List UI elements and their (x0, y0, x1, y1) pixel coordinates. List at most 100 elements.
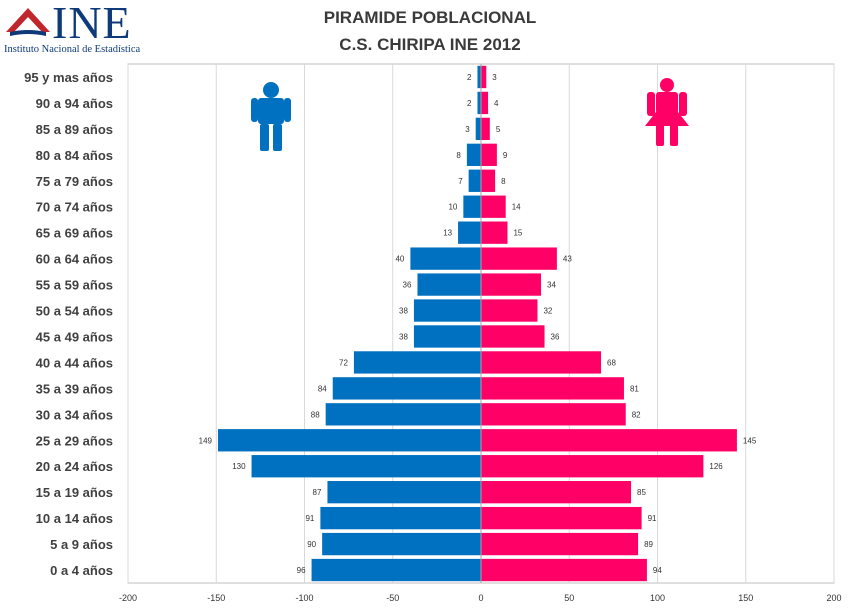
female-data-label: 3 (492, 73, 497, 82)
category-label: 55 a 59 años (36, 278, 113, 293)
female-data-label: 94 (653, 566, 662, 575)
female-data-label: 126 (709, 462, 723, 471)
male-data-label: 91 (305, 514, 314, 523)
female-bar (481, 221, 508, 244)
female-bar (481, 558, 647, 582)
x-tick-label: -150 (207, 593, 225, 603)
female-bar (481, 143, 497, 166)
male-bar (417, 273, 481, 296)
female-bar (481, 429, 737, 452)
x-tick-label: -200 (119, 593, 137, 603)
ine-logo: INE Instituto Nacional de Estadística (4, 0, 154, 58)
female-data-label: 145 (743, 436, 757, 445)
male-bar (413, 325, 481, 348)
male-bar (320, 506, 481, 530)
male-data-label: 38 (399, 332, 408, 341)
category-label: 15 a 19 años (36, 485, 113, 500)
male-data-label: 36 (403, 281, 412, 290)
male-bar (251, 455, 481, 478)
male-data-label: 149 (199, 436, 213, 445)
female-data-label: 43 (563, 255, 572, 264)
category-label: 5 a 9 años (50, 537, 113, 552)
x-tick-label: 200 (826, 593, 841, 603)
category-label: 65 a 69 años (36, 226, 113, 241)
female-data-label: 68 (607, 358, 616, 367)
female-bar (481, 481, 632, 504)
male-data-label: 8 (456, 151, 461, 160)
female-bar (481, 195, 506, 218)
category-label: 70 a 74 años (36, 200, 113, 215)
x-tick-label: 100 (650, 593, 665, 603)
category-label: 80 a 84 años (36, 148, 113, 163)
female-bar (481, 91, 489, 115)
male-bar (327, 481, 481, 504)
male-data-label: 88 (311, 410, 320, 419)
male-bar (466, 143, 481, 166)
female-data-label: 8 (501, 177, 506, 186)
female-data-label: 5 (496, 125, 501, 134)
male-bar (458, 221, 481, 244)
category-label: 45 a 49 años (36, 329, 113, 344)
male-data-label: 40 (395, 255, 404, 264)
male-data-label: 84 (318, 384, 327, 393)
female-data-label: 15 (513, 229, 522, 238)
male-bar (413, 299, 481, 322)
male-bar (325, 403, 481, 426)
female-bar (481, 351, 602, 374)
male-data-label: 87 (313, 488, 322, 497)
male-icon (251, 82, 291, 151)
ine-logo-brand: INE (52, 0, 132, 48)
male-data-label: 90 (307, 540, 316, 549)
category-label: 40 a 44 años (36, 355, 113, 370)
male-data-label: 2 (467, 73, 472, 82)
female-data-label: 91 (648, 514, 657, 523)
category-label: 95 y mas años (24, 70, 113, 85)
female-data-label: 9 (503, 151, 508, 160)
male-data-label: 7 (458, 177, 463, 186)
female-data-label: 89 (644, 540, 653, 549)
x-tick-label: 50 (564, 593, 574, 603)
male-data-label: 10 (448, 203, 457, 212)
female-bar (481, 273, 542, 296)
female-bar (481, 247, 557, 270)
female-bar (481, 117, 490, 141)
female-bar (481, 455, 704, 478)
category-label: 20 a 24 años (36, 459, 113, 474)
category-label: 25 a 29 años (36, 433, 113, 448)
female-data-label: 81 (630, 384, 639, 393)
male-bar (463, 195, 481, 218)
x-tick-label: 0 (478, 593, 483, 603)
x-tick-label: -50 (386, 593, 399, 603)
male-data-label: 72 (339, 358, 348, 367)
female-bar (481, 532, 639, 556)
female-data-label: 82 (632, 410, 641, 419)
female-data-label: 32 (543, 307, 552, 316)
female-bar (481, 65, 487, 89)
category-label: 60 a 64 años (36, 252, 113, 267)
female-bar (481, 325, 545, 348)
male-data-label: 96 (297, 566, 306, 575)
male-bar (218, 429, 481, 452)
category-label: 35 a 39 años (36, 381, 113, 396)
female-data-label: 34 (547, 281, 556, 290)
category-label: 50 a 54 años (36, 304, 113, 319)
male-bar (477, 91, 481, 115)
chart-title: PIRAMIDE POBLACIONAL (323, 8, 537, 27)
category-label: 30 a 34 años (36, 407, 113, 422)
category-label: 90 a 94 años (36, 96, 113, 111)
male-bar (322, 532, 481, 556)
male-bar (332, 377, 481, 400)
female-bar (481, 169, 496, 192)
male-data-label: 38 (399, 307, 408, 316)
female-data-label: 85 (637, 488, 646, 497)
x-tick-label: 150 (738, 593, 753, 603)
female-bar (481, 506, 642, 530)
category-label: 75 a 79 años (36, 174, 113, 189)
x-tick-label: -100 (295, 593, 313, 603)
category-label: 85 a 89 años (36, 122, 113, 137)
female-bar (481, 299, 538, 322)
female-bar (481, 403, 626, 426)
category-label: 0 a 4 años (50, 563, 113, 578)
ine-logo-subtitle: Instituto Nacional de Estadística (4, 44, 141, 55)
male-bar (475, 117, 481, 141)
